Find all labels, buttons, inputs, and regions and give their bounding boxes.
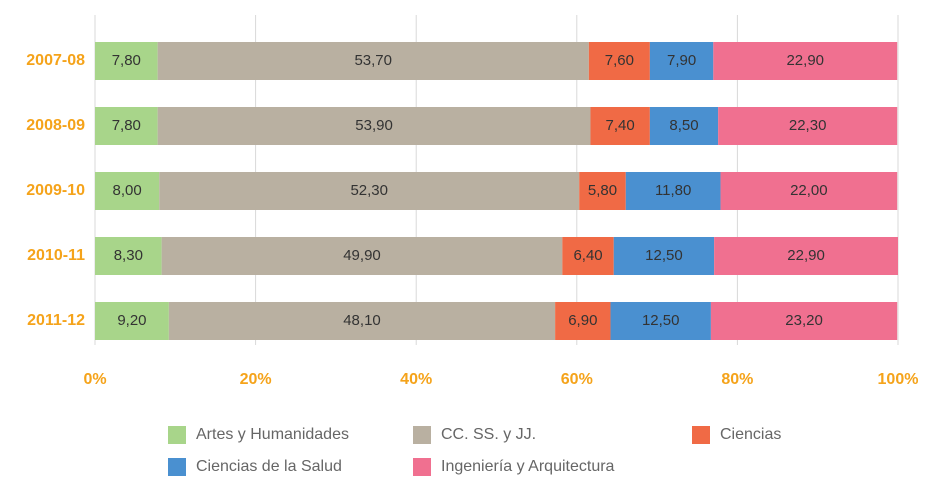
bar-segment	[714, 237, 898, 275]
bar-segment	[710, 302, 898, 340]
bar-segment	[613, 237, 715, 275]
data-label: 12,50	[642, 312, 680, 329]
legend-label: Ciencias	[720, 426, 781, 443]
bar-segment	[95, 302, 169, 340]
data-label: 7,40	[606, 117, 635, 134]
bar-segment	[95, 237, 162, 275]
data-label: 22,90	[786, 52, 824, 69]
bar-segment	[95, 107, 158, 145]
legend-swatch	[692, 426, 710, 444]
bar-segment	[579, 172, 626, 210]
bar-segment	[562, 237, 614, 275]
data-label: 52,30	[350, 182, 388, 199]
data-label: 23,20	[785, 312, 823, 329]
data-label: 8,50	[669, 117, 698, 134]
data-label: 7,80	[112, 52, 141, 69]
bar-segment	[718, 107, 898, 145]
bar-segment	[625, 172, 721, 210]
y-tick-label: 2011-12	[27, 312, 85, 329]
data-label: 7,60	[605, 52, 634, 69]
legend-swatch	[168, 458, 186, 476]
data-label: 53,70	[354, 52, 392, 69]
data-label: 9,20	[117, 312, 146, 329]
data-label: 22,00	[790, 182, 828, 199]
data-label: 6,40	[573, 247, 602, 264]
bar-segment	[95, 42, 158, 80]
y-tick-label: 2010-11	[27, 247, 85, 264]
x-tick-label: 60%	[561, 371, 593, 388]
bar-segment	[590, 107, 650, 145]
bar-segment	[713, 42, 898, 80]
x-tick-label: 80%	[721, 371, 753, 388]
x-tick-label: 20%	[240, 371, 272, 388]
data-label: 12,50	[645, 247, 683, 264]
y-tick-label: 2009-10	[26, 182, 85, 199]
bar-segment	[610, 302, 711, 340]
data-label: 22,30	[789, 117, 827, 134]
bar-segment	[720, 172, 898, 210]
bar-segment	[588, 42, 650, 80]
data-label: 11,80	[655, 182, 691, 199]
legend-label: Ingeniería y Arquitectura	[441, 458, 615, 475]
bar-segment	[95, 172, 160, 210]
legend-label: Ciencias de la Salud	[196, 458, 342, 475]
x-tick-label: 40%	[400, 371, 432, 388]
data-label: 5,80	[588, 182, 617, 199]
legend-swatch	[168, 426, 186, 444]
data-label: 8,30	[114, 247, 143, 264]
data-label: 7,80	[112, 117, 141, 134]
bar-segment	[555, 302, 611, 340]
bar-segment	[159, 172, 580, 210]
data-label: 8,00	[113, 182, 142, 199]
data-label: 48,10	[343, 312, 381, 329]
bar-segment	[649, 107, 719, 145]
y-tick-label: 2007-08	[26, 52, 85, 69]
legend-label: CC. SS. y JJ.	[441, 426, 536, 443]
bar-segment	[157, 42, 589, 80]
legend-swatch	[413, 426, 431, 444]
legend-label: Artes y Humanidades	[196, 426, 349, 443]
data-label: 22,90	[787, 247, 825, 264]
data-label: 7,90	[667, 52, 696, 69]
bar-segment	[157, 107, 591, 145]
x-tick-label: 0%	[83, 371, 106, 388]
y-tick-label: 2008-09	[26, 117, 85, 134]
data-label: 6,90	[568, 312, 597, 329]
x-tick-label: 100%	[878, 371, 919, 388]
legend-swatch	[413, 458, 431, 476]
bar-segment	[168, 302, 556, 340]
data-label: 49,90	[343, 247, 381, 264]
bar-segment	[161, 237, 563, 275]
data-label: 53,90	[355, 117, 393, 134]
bar-segment	[649, 42, 714, 80]
